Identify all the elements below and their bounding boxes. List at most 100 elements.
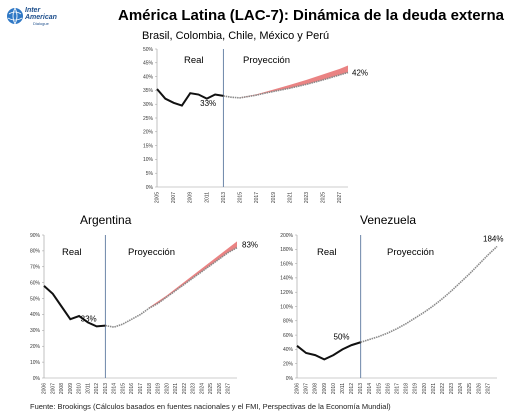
argentina-x-tick-label: 2014: [112, 383, 118, 394]
lac5-y-tick-label: 45%: [143, 61, 154, 67]
argentina-projection-band: [149, 241, 237, 309]
argentina-real-label: Real: [62, 247, 82, 258]
chart-title-venezuela: Venezuela: [360, 213, 417, 227]
venezuela-x-tick-label: 2020: [422, 383, 428, 394]
argentina-x-tick-label: 2006: [42, 383, 48, 394]
lac5-y-tick-label: 25%: [143, 116, 154, 122]
venezuela-x-tick-label: 2022: [440, 383, 446, 394]
argentina-x-tick-label: 2013: [103, 383, 109, 394]
argentina-y-tick-label: 80%: [30, 249, 41, 255]
argentina-projection-line: [105, 247, 238, 328]
venezuela-x-tick-label: 2010: [331, 383, 337, 394]
venezuela-x-tick-label: 2019: [413, 383, 419, 394]
argentina-x-tick-label: 2017: [138, 383, 144, 394]
venezuela-real-label: Real: [317, 247, 337, 258]
venezuela-y-tick-label: 60%: [283, 333, 294, 339]
venezuela-projection-label: Proyección: [387, 247, 434, 258]
argentina-x-tick-label: 2007: [50, 383, 56, 394]
argentina-y-tick-label: 0%: [33, 376, 41, 382]
venezuela-value-label: 184%: [483, 234, 503, 243]
argentina-x-tick-label: 2008: [59, 383, 65, 394]
venezuela-real-line: [296, 341, 361, 361]
argentina-x-tick-label: 2016: [129, 383, 135, 394]
venezuela-y-tick-label: 40%: [283, 347, 294, 353]
lac5-y-tick-label: 40%: [143, 74, 154, 80]
argentina-value-label: 83%: [242, 241, 258, 250]
lac5-y-tick-label: 10%: [143, 157, 154, 163]
lac5-x-tick-label: 2023: [304, 192, 310, 203]
venezuela-x-tick-label: 2016: [385, 383, 391, 394]
lac5-x-tick-label: 2019: [271, 192, 277, 203]
lac5-real-line: [156, 88, 224, 107]
lac5-x-tick-label: 2017: [254, 192, 260, 203]
argentina-y-tick-label: 70%: [30, 265, 41, 271]
venezuela-y-tick-label: 120%: [280, 290, 293, 296]
argentina-x-tick-label: 2022: [182, 383, 188, 394]
lac5-y-tick-label: 35%: [143, 88, 154, 94]
lac5-x-tick-label: 2013: [221, 192, 227, 203]
argentina-x-tick-label: 2019: [156, 383, 162, 394]
lac5-x-tick-label: 2027: [337, 192, 343, 203]
venezuela-y-tick-label: 140%: [280, 276, 293, 282]
page-title: América Latina (LAC-7): Dinámica de la d…: [118, 7, 504, 24]
venezuela-x-tick-label: 2013: [358, 383, 364, 394]
venezuela-projection-line: [360, 245, 498, 344]
lac5-projection-line: [223, 71, 349, 99]
venezuela-x-tick-label: 2024: [458, 383, 464, 394]
venezuela-x-tick-label: 2011: [340, 383, 346, 394]
lac5-x-tick-label: 2021: [287, 192, 293, 203]
venezuela-x-tick-label: 2021: [431, 383, 437, 394]
venezuela-value-label: 50%: [334, 332, 350, 341]
argentina-x-tick-label: 2018: [147, 383, 153, 394]
venezuela-x-tick-label: 2008: [313, 383, 319, 394]
argentina-x-tick-label: 2009: [68, 383, 74, 394]
chart-title-argentina: Argentina: [80, 213, 132, 227]
globe-icon: [7, 7, 23, 25]
argentina-projection-label: Proyección: [128, 247, 175, 258]
argentina-x-tick-label: 2020: [164, 383, 170, 394]
argentina-y-tick-label: 90%: [30, 233, 41, 239]
source-note: Fuente: Brookings (Cálculos basados en f…: [30, 402, 391, 411]
argentina-x-tick-label: 2012: [94, 383, 100, 394]
venezuela-x-tick-label: 2017: [395, 383, 401, 394]
venezuela-y-tick-label: 0%: [286, 376, 294, 382]
venezuela-y-tick-label: 80%: [283, 319, 294, 325]
lac5-real-label: Real: [184, 55, 204, 66]
lac5-x-tick-label: 2015: [238, 192, 244, 203]
argentina-y-tick-label: 20%: [30, 344, 41, 350]
logo-text-line1: Inter: [25, 7, 41, 14]
lac5-value-label: 33%: [200, 99, 216, 108]
lac5-y-tick-label: 20%: [143, 130, 154, 136]
venezuela-y-tick-label: 180%: [280, 247, 293, 253]
argentina-x-tick-label: 2023: [191, 383, 197, 394]
venezuela-x-tick-label: 2012: [349, 383, 355, 394]
logo-text-line3: Dialogue: [33, 21, 49, 26]
argentina-x-tick-label: 2025: [208, 383, 214, 394]
venezuela-x-tick-label: 2027: [485, 383, 491, 394]
venezuela-y-tick-label: 20%: [283, 362, 294, 368]
lac5-x-tick-label: 2009: [188, 192, 194, 203]
venezuela-x-tick-label: 2006: [295, 383, 301, 394]
argentina-x-tick-label: 2026: [217, 383, 223, 394]
lac5-y-tick-label: 5%: [146, 171, 154, 177]
argentina-x-tick-label: 2027: [226, 383, 232, 394]
argentina-y-tick-label: 30%: [30, 328, 41, 334]
argentina-x-tick-label: 2024: [199, 383, 205, 394]
lac5-y-tick-label: 30%: [143, 102, 154, 108]
lac5-x-tick-label: 2007: [171, 192, 177, 203]
lac5-value-label: 42%: [352, 68, 368, 77]
lac5-x-tick-label: 2025: [321, 192, 327, 203]
venezuela-x-tick-label: 2014: [367, 383, 373, 394]
venezuela-x-tick-label: 2009: [322, 383, 328, 394]
lac5-x-tick-label: 2011: [204, 192, 210, 203]
argentina-x-tick-label: 2011: [85, 383, 91, 394]
argentina-value-label: 33%: [81, 315, 97, 324]
argentina-x-tick-label: 2010: [77, 383, 83, 394]
venezuela-x-tick-label: 2015: [376, 383, 382, 394]
venezuela-x-tick-label: 2026: [476, 383, 482, 394]
venezuela-y-tick-label: 200%: [280, 233, 293, 239]
lac5-y-tick-label: 0%: [146, 185, 154, 191]
argentina-y-tick-label: 40%: [30, 312, 41, 318]
